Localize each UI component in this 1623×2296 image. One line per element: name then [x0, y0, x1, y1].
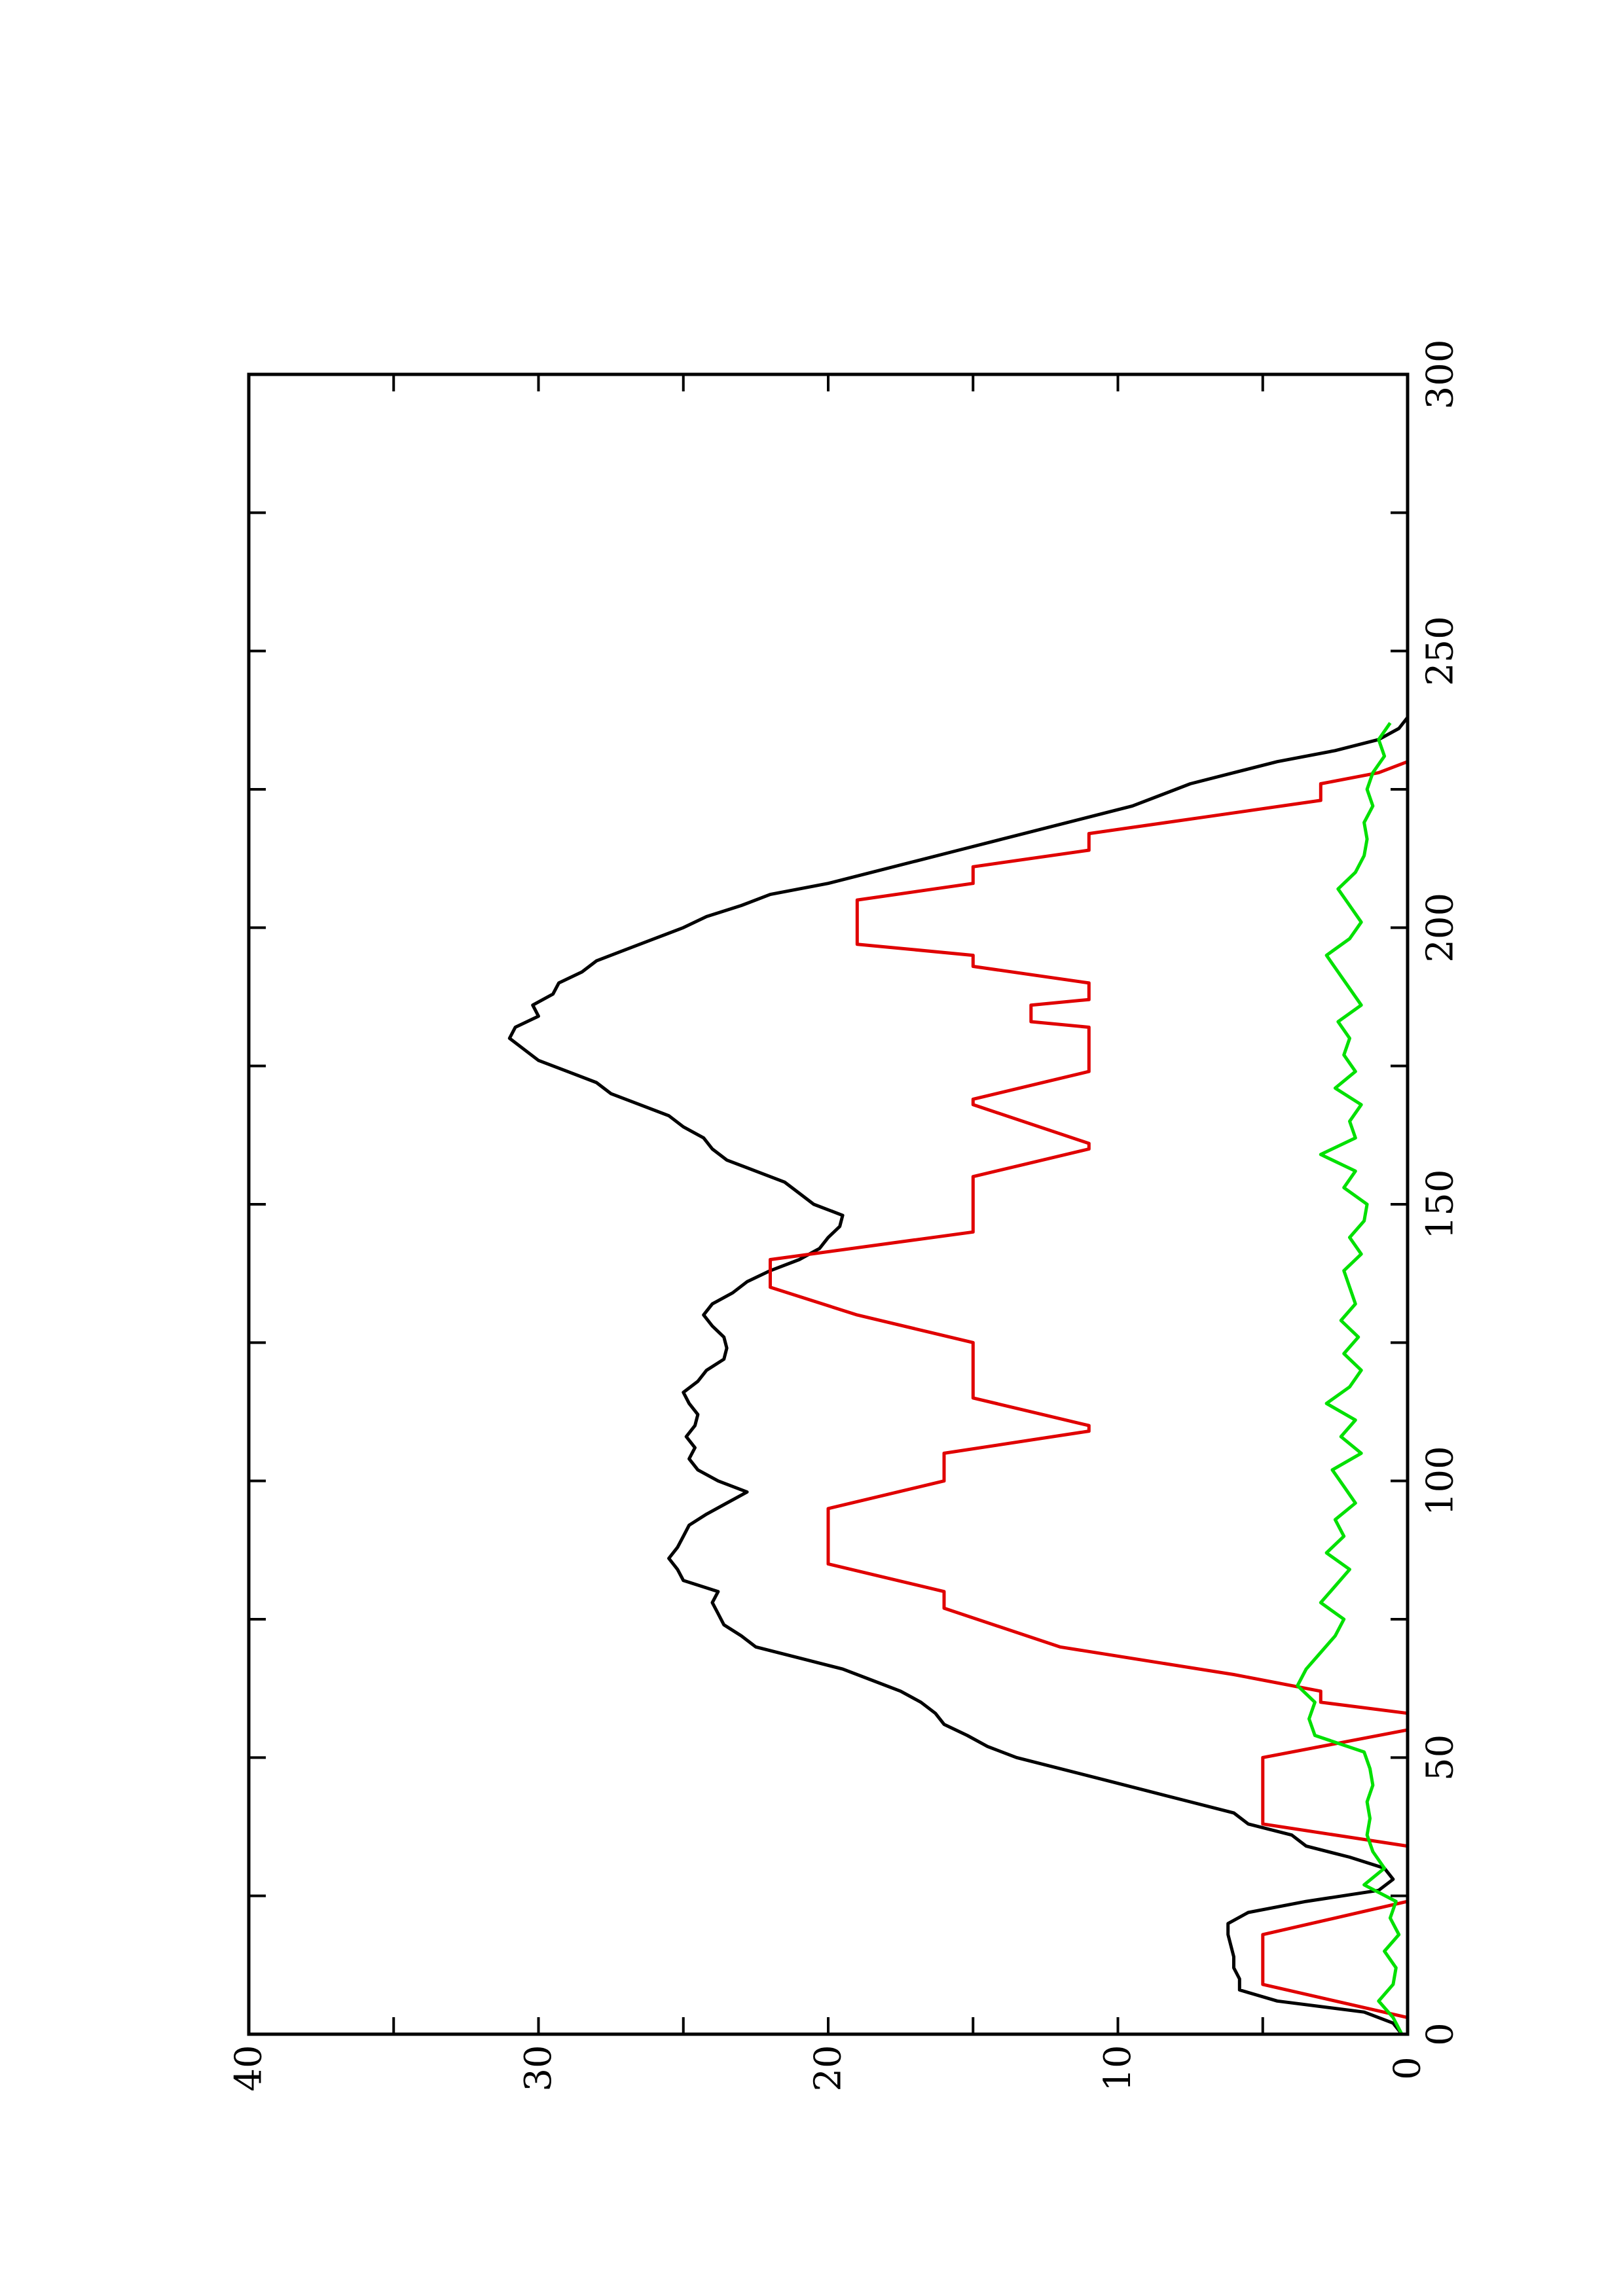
y-tick-label: 40 [228, 2045, 270, 2091]
x-tick-label: 50 [1419, 1734, 1462, 1781]
axes: 0 50 100 150 200 250 300 0 10 20 30 40 [228, 340, 1462, 2092]
x-tick-label: 0 [1419, 2022, 1462, 2046]
x-tick-label: 250 [1419, 616, 1462, 686]
y-tick-label: 30 [517, 2045, 560, 2091]
series-line-3 [1296, 722, 1404, 2036]
y-tick-label: 20 [807, 2045, 850, 2091]
series-line-1 [507, 716, 1409, 2036]
x-tick-label: 300 [1419, 340, 1462, 410]
x-tick-label: 200 [1419, 893, 1462, 963]
plot-frame [247, 372, 1410, 2036]
y-tick-label: 0 [1387, 2056, 1429, 2080]
y-tick-label: 10 [1097, 2045, 1139, 2091]
x-tick-label: 100 [1419, 1446, 1462, 1516]
series-line-2 [769, 750, 1410, 2034]
x-tick-label: 150 [1419, 1170, 1462, 1240]
series-layer [507, 716, 1410, 2036]
